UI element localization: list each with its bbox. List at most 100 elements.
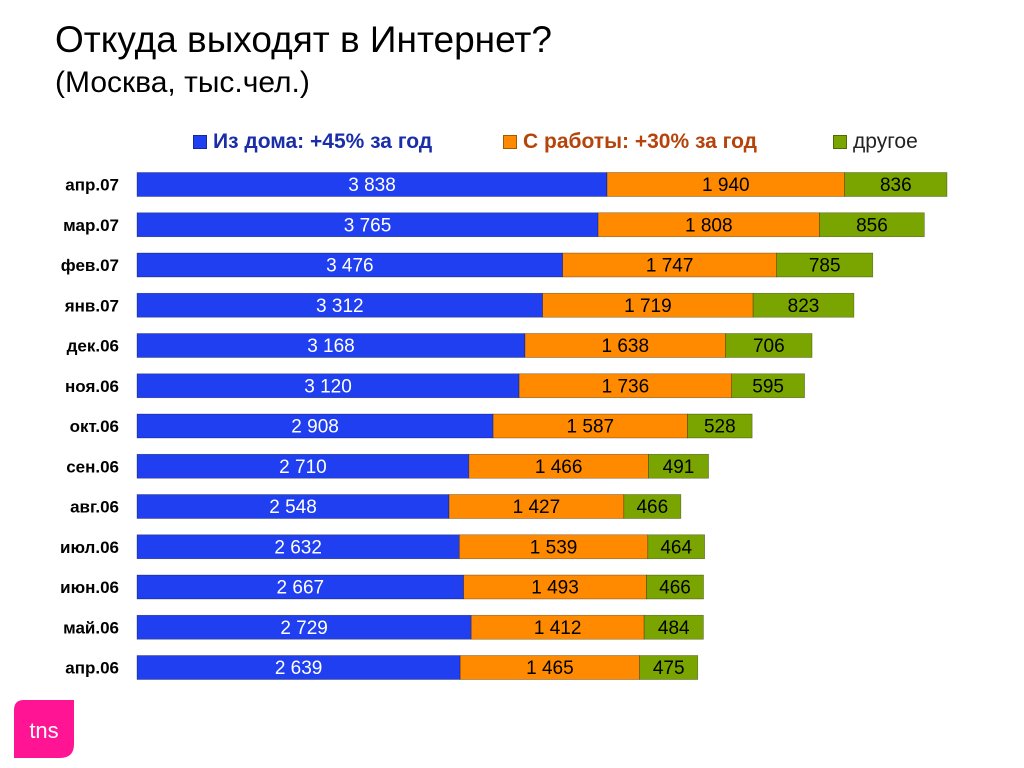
bar-segment-work xyxy=(524,333,726,358)
category-label: авг.06 xyxy=(70,498,119,517)
data-label-other: 706 xyxy=(753,336,785,357)
data-label-home: 3 476 xyxy=(326,256,374,277)
bar-segment-work xyxy=(492,413,688,439)
category-label: ноя.06 xyxy=(65,377,119,396)
bar-segment-home xyxy=(136,574,464,600)
bar-segment-work xyxy=(463,574,647,600)
legend-swatch-home xyxy=(193,135,207,149)
chart-title: Откуда выходят в Интернет? xyxy=(55,19,552,60)
bar-segment-work xyxy=(459,655,640,680)
bar-segment-other xyxy=(731,373,805,399)
data-label-other: 528 xyxy=(704,417,736,438)
category-label: янв.07 xyxy=(64,296,119,315)
category-label: май.06 xyxy=(63,618,119,637)
bar-segment-home xyxy=(136,494,450,519)
data-label-work: 1 465 xyxy=(526,658,574,679)
data-label-work: 1 493 xyxy=(531,578,579,599)
data-label-home: 2 639 xyxy=(275,658,323,679)
category-label: сен.06 xyxy=(66,457,119,476)
bar-segment-work xyxy=(468,453,649,479)
data-label-other: 464 xyxy=(660,537,692,558)
bar-segment-home xyxy=(136,333,526,358)
data-label-work: 1 808 xyxy=(685,215,733,236)
category-label: дек.06 xyxy=(67,337,119,356)
legend-swatch-work xyxy=(503,135,517,149)
data-label-work: 1 940 xyxy=(702,175,750,196)
data-label-work: 1 747 xyxy=(646,256,694,277)
bar-segment-other xyxy=(648,453,709,479)
data-label-other: 475 xyxy=(653,658,685,679)
data-label-home: 2 667 xyxy=(277,578,325,599)
data-label-home: 3 765 xyxy=(344,215,392,236)
bar-segment-other xyxy=(752,292,855,318)
data-label-other: 823 xyxy=(788,296,820,317)
category-label: июл.06 xyxy=(60,538,119,557)
data-label-work: 1 736 xyxy=(602,376,650,397)
bar-segment-home xyxy=(136,534,460,560)
data-label-home: 3 312 xyxy=(316,296,364,317)
category-label: мар.07 xyxy=(63,216,119,235)
data-label-other: 595 xyxy=(752,376,784,397)
data-label-other: 785 xyxy=(809,256,841,277)
legend-item-work: С работы: +30% за год xyxy=(503,128,757,156)
legend-label-other: другое xyxy=(853,130,918,153)
bar-segment-other xyxy=(643,614,704,640)
data-label-work: 1 427 xyxy=(513,497,561,518)
legend-swatch-other xyxy=(833,135,847,149)
bar-segment-other xyxy=(623,494,682,519)
bar-segment-work xyxy=(459,534,649,560)
legend-label-work: С работы: +30% за год xyxy=(523,130,757,153)
category-label: апр.07 xyxy=(65,176,119,195)
category-label: апр.06 xyxy=(65,659,119,678)
data-label-other: 466 xyxy=(636,497,668,518)
bar-segment-work xyxy=(606,172,845,197)
data-label-work: 1 587 xyxy=(567,417,615,438)
bar-segment-other xyxy=(647,534,705,560)
data-label-other: 836 xyxy=(880,175,912,196)
bar-segment-work xyxy=(518,373,733,399)
logo-text: tns xyxy=(29,718,58,743)
data-label-home: 2 548 xyxy=(269,497,317,518)
chart-subtitle: (Москва, тыс.чел.) xyxy=(55,66,310,99)
bar-segment-other xyxy=(646,574,704,600)
bar-segment-other xyxy=(844,172,948,197)
data-label-work: 1 412 xyxy=(534,618,582,639)
category-label: фев.07 xyxy=(61,256,119,275)
data-label-work: 1 466 xyxy=(535,457,583,478)
data-label-other: 466 xyxy=(659,578,691,599)
bar-segment-work xyxy=(448,494,625,519)
data-label-home: 2 729 xyxy=(280,618,328,639)
bar-segment-home xyxy=(136,172,608,197)
data-label-home: 3 838 xyxy=(348,175,396,196)
bar-segment-other xyxy=(725,333,813,358)
data-label-other: 856 xyxy=(856,215,888,236)
bar-segment-home xyxy=(136,614,472,640)
bar-segment-work xyxy=(562,252,777,278)
legend-label-home: Из дома: +45% за год xyxy=(213,130,433,153)
data-label-work: 1 638 xyxy=(602,336,650,357)
bar-segment-other xyxy=(776,252,874,278)
data-label-home: 2 632 xyxy=(274,537,322,558)
bar-segment-work xyxy=(542,292,754,318)
data-label-home: 3 120 xyxy=(304,376,352,397)
tns-logo: tns xyxy=(14,700,74,758)
data-label-work: 1 539 xyxy=(530,537,578,558)
data-label-home: 2 710 xyxy=(279,457,327,478)
bar-segment-home xyxy=(136,413,494,439)
data-label-work: 1 719 xyxy=(624,296,672,317)
data-label-home: 2 908 xyxy=(291,417,339,438)
bar-segment-home xyxy=(136,292,543,318)
bar-segment-other xyxy=(687,413,753,439)
bar-segment-home xyxy=(136,373,520,399)
category-label: окт.06 xyxy=(70,417,119,436)
legend-item-home: Из дома: +45% за год xyxy=(193,128,432,156)
bar-segment-home xyxy=(136,453,470,479)
data-label-home: 3 168 xyxy=(307,336,355,357)
bar-segment-other xyxy=(639,655,699,680)
bar-segment-other xyxy=(819,212,925,238)
data-label-other: 491 xyxy=(663,457,695,478)
bar-segment-home xyxy=(136,655,461,680)
category-label: июн.06 xyxy=(60,578,119,597)
legend-item-other: другое xyxy=(833,128,918,156)
